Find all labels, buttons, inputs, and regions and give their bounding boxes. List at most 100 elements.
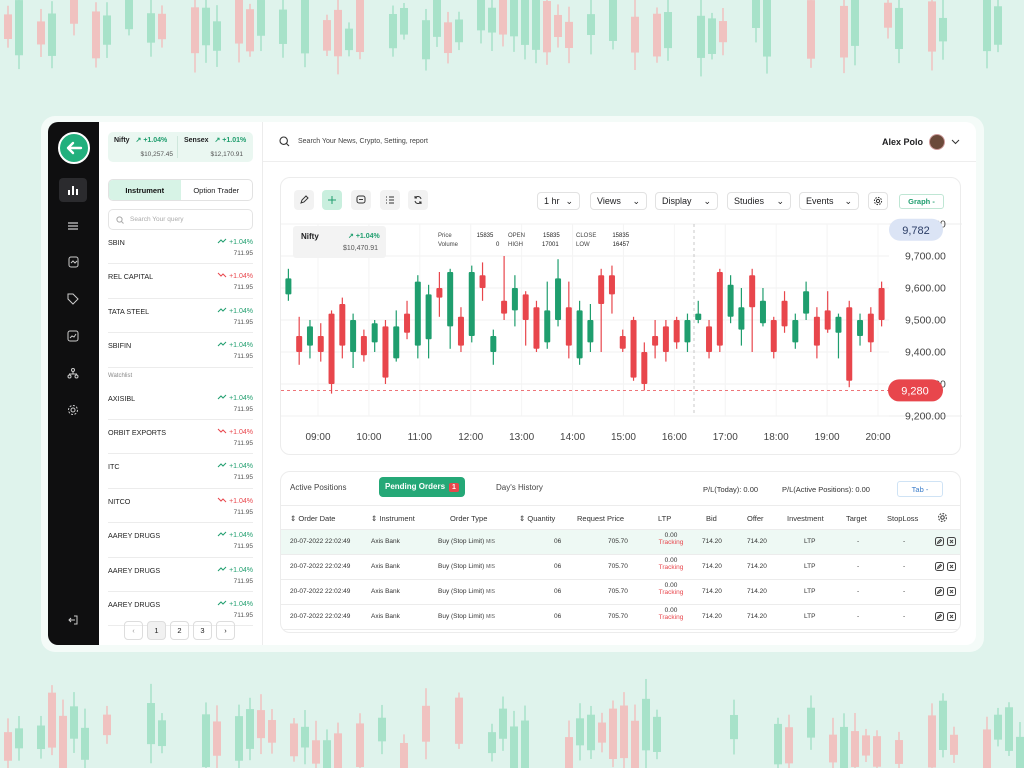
edit-icon[interactable] — [935, 562, 944, 571]
list-item[interactable]: SBIFIN +1.04% 711.95 — [108, 333, 253, 368]
col-target: Target — [846, 514, 867, 523]
gear-icon[interactable] — [59, 398, 87, 422]
bg-candle-body — [37, 725, 45, 750]
list-item[interactable]: AAREY DRUGS +1.04% 711.95 — [108, 523, 253, 558]
candle-body — [544, 310, 551, 343]
table-row[interactable]: 20-07-2022 22:02:49 Axis Bank Buy (Stop Li… — [281, 530, 960, 555]
col-request-price: Request Price — [577, 514, 625, 523]
table-row[interactable]: 20-07-2022 22:02:49 Axis Bank Buy (Stop Li… — [281, 580, 960, 605]
watchlist-search-input[interactable]: Search Your query — [108, 209, 253, 230]
list-item[interactable]: ORBIT EXPORTS +1.04% 711.95 — [108, 420, 253, 455]
list-item[interactable]: REL CAPITAL +1.04% 711.95 — [108, 264, 253, 299]
prev-page-button[interactable]: ‹ — [124, 621, 143, 640]
search-icon — [279, 136, 290, 147]
list-item[interactable]: TATA STEEL +1.04% 711.95 — [108, 299, 253, 334]
page-2-button[interactable]: 2 — [170, 621, 189, 640]
list-item[interactable]: NITCO +1.04% 711.95 — [108, 489, 253, 524]
bg-candle-body — [983, 729, 991, 768]
col-quantity[interactable]: ⇕ Quantity — [519, 514, 556, 523]
list-item[interactable]: AAREY DRUGS +1.04% 711.95 — [108, 592, 253, 627]
page-1-button[interactable]: 1 — [147, 621, 166, 640]
tab-instrument[interactable]: Instrument — [109, 180, 181, 200]
next-page-button[interactable]: › — [216, 621, 235, 640]
watchlist-panel: Nifty ↗ +1.04% $10,257.45 Sensex ↗ +1.01… — [99, 122, 263, 645]
document-icon[interactable] — [59, 250, 87, 274]
table-row[interactable]: 20-07-2022 22:02:49 Axis Bank Buy (Stop Li… — [281, 605, 960, 630]
order-target: - — [857, 613, 860, 620]
search-placeholder: Search Your query — [130, 216, 184, 223]
views-dropdown[interactable]: Views ⌄ — [590, 192, 647, 210]
bg-candle-body — [928, 1, 936, 52]
comment-icon[interactable] — [351, 190, 371, 210]
events-dropdown[interactable]: Events ⌄ — [799, 192, 859, 210]
checklist-icon[interactable] — [380, 190, 400, 210]
page-3-button[interactable]: 3 — [193, 621, 212, 640]
close-icon[interactable] — [947, 562, 956, 571]
tab-select-dropdown[interactable]: Tab - — [897, 481, 943, 497]
instrument-price: 711.95 — [233, 439, 253, 447]
index-sensex[interactable]: Sensex ↗ +1.01% $12,170.91 — [177, 136, 247, 158]
tab-active-positions[interactable]: Active Positions — [290, 483, 347, 492]
analytics-icon[interactable] — [59, 324, 87, 348]
close-icon[interactable] — [947, 537, 956, 546]
trend-up-icon — [217, 394, 227, 399]
bg-candle-body — [235, 716, 243, 761]
index-change: ↗ +1.04% — [135, 137, 168, 144]
tab-option-trader[interactable]: Option Trader — [193, 185, 240, 195]
list-item[interactable]: AAREY DRUGS +1.04% 711.95 — [108, 558, 253, 592]
instrument-name: REL CAPITAL — [108, 272, 154, 282]
instrument-price: 711.95 — [233, 284, 253, 292]
bg-candle-body — [488, 7, 496, 33]
list-item[interactable]: SBIN +1.04% 711.95 — [108, 230, 253, 265]
order-stoploss: - — [903, 588, 906, 595]
close-icon[interactable] — [947, 587, 956, 596]
settings-gear-icon[interactable] — [868, 192, 888, 210]
menu-icon[interactable] — [59, 214, 87, 238]
candlestick-chart[interactable]: 9,800.009,700.009,600.009,500.009,400.00… — [281, 178, 962, 456]
x-tick-label: 10:00 — [356, 432, 381, 443]
logout-icon[interactable] — [59, 608, 87, 632]
bg-candle-body — [389, 14, 397, 49]
graph-dropdown[interactable]: Graph - — [899, 194, 944, 209]
ohlc-label: OPEN — [508, 233, 526, 239]
tab-days-history[interactable]: Day's History — [496, 483, 543, 492]
x-tick-label: 19:00 — [815, 432, 840, 443]
refresh-icon[interactable] — [408, 190, 428, 210]
back-arrow-logo[interactable] — [58, 132, 90, 164]
tab-pending-orders[interactable]: Pending Orders 1 — [379, 477, 465, 497]
candle-body — [457, 316, 464, 346]
studies-dropdown[interactable]: Studies ⌄ — [727, 192, 791, 210]
pencil-icon[interactable] — [294, 190, 314, 210]
list-item[interactable]: ITC +1.04% 711.95 — [108, 454, 253, 489]
col-order-date[interactable]: ⇕ Order Date — [290, 514, 336, 523]
tag-icon[interactable] — [59, 287, 87, 311]
instrument-change: +1.04% — [217, 307, 253, 315]
list-item[interactable]: AXISIBL +1.04% 711.95 — [108, 386, 253, 420]
bg-candle-body — [939, 700, 947, 751]
table-row[interactable]: 20-07-2022 22:02:49 Axis Bank Buy (Stop Li… — [281, 555, 960, 580]
edit-icon[interactable] — [935, 537, 944, 546]
y-tick-label: 9,400.00 — [905, 347, 946, 359]
close-icon[interactable] — [947, 612, 956, 621]
crosshair-icon[interactable] — [322, 190, 342, 210]
interval-dropdown[interactable]: 1 hr ⌄ — [537, 192, 580, 210]
bg-candle-body — [15, 728, 23, 749]
edit-icon[interactable] — [935, 612, 944, 621]
orders-table-header: ⇕ Order Date ⇕ Instrument Order Type ⇕ Q… — [281, 505, 960, 530]
network-icon[interactable] — [59, 361, 87, 385]
index-nifty[interactable]: Nifty ↗ +1.04% $10,257.45 — [114, 136, 177, 158]
x-tick-label: 13:00 — [509, 432, 534, 443]
orders-tabs: Active Positions Pending Orders 1 Day's H… — [281, 472, 960, 505]
bg-candle-body — [147, 703, 155, 745]
instrument-price: 711.95 — [233, 611, 253, 619]
edit-icon[interactable] — [935, 587, 944, 596]
bg-candle-body — [576, 718, 584, 746]
instrument-name: NITCO — [108, 496, 131, 506]
col-instrument[interactable]: ⇕ Instrument — [371, 514, 415, 523]
table-settings-gear-icon[interactable] — [937, 512, 948, 525]
user-menu[interactable]: Alex Polo — [882, 134, 960, 150]
global-search-input[interactable]: Search Your News, Crypto, Setting, repor… — [298, 138, 428, 145]
bg-candle-body — [202, 7, 210, 46]
display-dropdown[interactable]: Display ⌄ — [655, 192, 718, 210]
chart-bars-icon[interactable] — [59, 178, 87, 202]
